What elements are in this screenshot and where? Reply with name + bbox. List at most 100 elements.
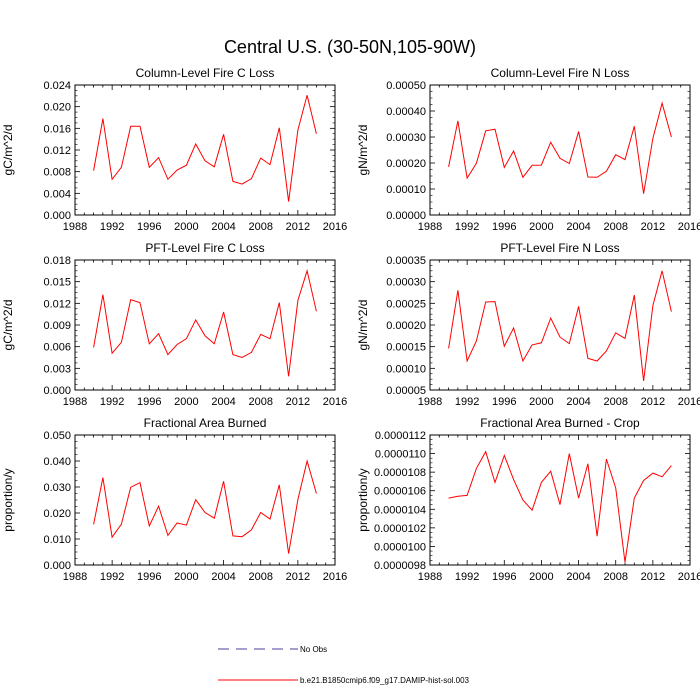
x-tick-label: 2004 [566,221,590,233]
panel-title: PFT-Level Fire C Loss [145,241,264,255]
x-tick-label: 1988 [418,396,442,408]
series-line-model [448,101,672,194]
y-tick-label: 0.00000 [386,210,426,222]
x-tick-label: 2008 [248,571,272,583]
y-tick-label: 0.012 [43,145,71,157]
series-line-model [93,95,317,202]
x-tick-label: 2012 [641,221,665,233]
x-tick-label: 1992 [100,571,124,583]
y-tick-label: 0.00025 [386,298,426,310]
x-tick-label: 2008 [603,221,627,233]
plot-frame [74,84,336,216]
x-tick-label: 2008 [248,396,272,408]
panel-title: Fractional Area Burned - Crop [480,416,640,430]
x-tick-label: 2016 [678,571,700,583]
y-tick-label: 0.003 [43,363,71,375]
x-tick-label: 2012 [641,396,665,408]
y-tick-label: 0.0000110 [375,449,426,461]
x-tick-label: 2008 [603,396,627,408]
plot-frame [429,259,691,391]
x-tick-label: 1996 [492,571,516,583]
x-tick-label: 2016 [323,396,347,408]
y-tick-label: 0.00035 [386,255,426,267]
x-tick-label: 1996 [137,396,161,408]
chart-panel-1: Column-Level Fire C Loss gC/m^2/d 1988 1992… [1,66,347,233]
y-axis-label: gC/m^2/d [1,125,15,176]
y-tick-label: 0.0000102 [374,523,426,535]
series-line-model [448,270,672,381]
y-tick-label: 0.0000112 [375,430,426,442]
y-axis-label: proportion/y [1,468,15,531]
chart-panel-5: Fractional Area Burned proportion/y 1988 19… [1,416,347,583]
y-tick-label: 0.050 [43,430,71,442]
x-tick-label: 2004 [566,571,590,583]
x-tick-label: 1992 [455,221,479,233]
x-tick-label: 2000 [529,396,553,408]
x-tick-label: 2016 [678,396,700,408]
y-tick-label: 0.008 [43,167,71,179]
plot-frame [74,259,336,391]
chart-panels: Column-Level Fire C Loss gC/m^2/d 1988 1992… [1,66,700,583]
x-tick-label: 2000 [174,571,198,583]
x-tick-label: 1988 [63,221,87,233]
panel-title: Fractional Area Burned [144,416,267,430]
x-tick-label: 1988 [63,396,87,408]
y-axis-label: gN/m^2/d [356,125,370,176]
y-tick-label: 0.00005 [386,385,426,397]
x-tick-label: 1996 [492,221,516,233]
y-tick-label: 0.00010 [386,184,426,196]
x-tick-label: 2000 [529,571,553,583]
x-tick-label: 1992 [455,571,479,583]
x-tick-label: 2016 [323,221,347,233]
legend-label-no-obs: No Obs [300,645,327,654]
y-axis-label: gC/m^2/d [1,300,15,351]
panel-title: PFT-Level Fire N Loss [500,241,619,255]
x-tick-label: 1988 [418,571,442,583]
y-tick-label: 0.00010 [386,363,426,375]
x-tick-label: 2004 [566,396,590,408]
series-line-model [93,268,317,377]
x-tick-label: 2008 [248,221,272,233]
y-tick-label: 0.00040 [386,106,426,118]
x-tick-label: 2000 [529,221,553,233]
plot-frame [429,434,691,566]
legend: No Obs b.e21.B1850cmip6.f09_g17.DAMIP-hi… [218,645,470,685]
x-tick-label: 2012 [286,221,310,233]
y-tick-label: 0.040 [43,456,71,468]
x-tick-label: 2012 [286,571,310,583]
x-tick-label: 1992 [455,396,479,408]
y-tick-label: 0.00015 [386,342,426,354]
y-tick-label: 0.00030 [386,132,426,144]
x-tick-label: 1992 [100,396,124,408]
x-tick-label: 2004 [211,221,235,233]
chart-panel-3: PFT-Level Fire C Loss gC/m^2/d 1988 1992 199… [1,241,347,408]
x-tick-label: 1996 [137,571,161,583]
x-tick-label: 2000 [174,221,198,233]
chart-panel-2: Column-Level Fire N Loss gN/m^2/d 1988 1992… [356,66,700,233]
panel-title: Column-Level Fire C Loss [136,66,275,80]
plot-frame [74,434,336,566]
y-tick-label: 0.00030 [386,277,426,289]
y-tick-label: 0.0000100 [374,541,426,553]
y-tick-label: 0.010 [43,534,71,546]
x-tick-label: 1996 [137,221,161,233]
y-tick-label: 0.012 [43,298,71,310]
y-tick-label: 0.0000104 [374,504,426,516]
x-tick-label: 2016 [323,571,347,583]
y-tick-label: 0.000 [43,385,71,397]
y-tick-label: 0.0000098 [374,560,426,572]
x-tick-label: 2012 [286,396,310,408]
x-tick-label: 2004 [211,396,235,408]
x-tick-label: 1988 [418,221,442,233]
y-tick-label: 0.030 [43,482,71,494]
x-tick-label: 2004 [211,571,235,583]
y-tick-label: 0.016 [43,123,71,135]
y-tick-label: 0.00050 [386,80,426,92]
x-tick-label: 1992 [100,221,124,233]
x-tick-label: 1988 [63,571,87,583]
x-tick-label: 2012 [641,571,665,583]
y-tick-label: 0.006 [43,342,71,354]
chart-panel-4: PFT-Level Fire N Loss gN/m^2/d 1988 1992 199… [356,241,700,408]
panel-title: Column-Level Fire N Loss [491,66,630,80]
